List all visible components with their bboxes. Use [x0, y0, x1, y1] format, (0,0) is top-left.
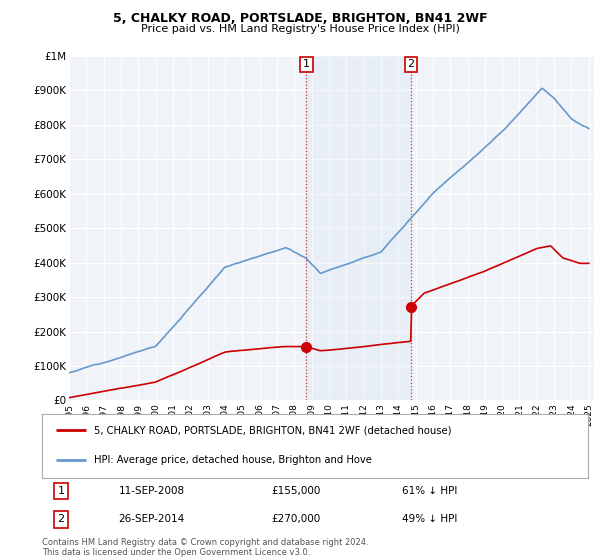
Text: 26-SEP-2014: 26-SEP-2014	[118, 515, 185, 524]
Text: Contains HM Land Registry data © Crown copyright and database right 2024.
This d: Contains HM Land Registry data © Crown c…	[42, 538, 368, 557]
Text: 11-SEP-2008: 11-SEP-2008	[118, 486, 185, 496]
Text: 5, CHALKY ROAD, PORTSLADE, BRIGHTON, BN41 2WF (detached house): 5, CHALKY ROAD, PORTSLADE, BRIGHTON, BN4…	[94, 425, 451, 435]
Text: £270,000: £270,000	[271, 515, 320, 524]
Bar	[307, 56, 411, 400]
Text: 1: 1	[58, 486, 65, 496]
Text: 2: 2	[58, 515, 65, 524]
Text: 49% ↓ HPI: 49% ↓ HPI	[403, 515, 458, 524]
Text: HPI: Average price, detached house, Brighton and Hove: HPI: Average price, detached house, Brig…	[94, 455, 372, 465]
Text: 2: 2	[407, 59, 415, 69]
Text: 1: 1	[303, 59, 310, 69]
Text: £155,000: £155,000	[271, 486, 320, 496]
Text: Price paid vs. HM Land Registry's House Price Index (HPI): Price paid vs. HM Land Registry's House …	[140, 24, 460, 34]
Text: 61% ↓ HPI: 61% ↓ HPI	[403, 486, 458, 496]
Text: 5, CHALKY ROAD, PORTSLADE, BRIGHTON, BN41 2WF: 5, CHALKY ROAD, PORTSLADE, BRIGHTON, BN4…	[113, 12, 487, 25]
